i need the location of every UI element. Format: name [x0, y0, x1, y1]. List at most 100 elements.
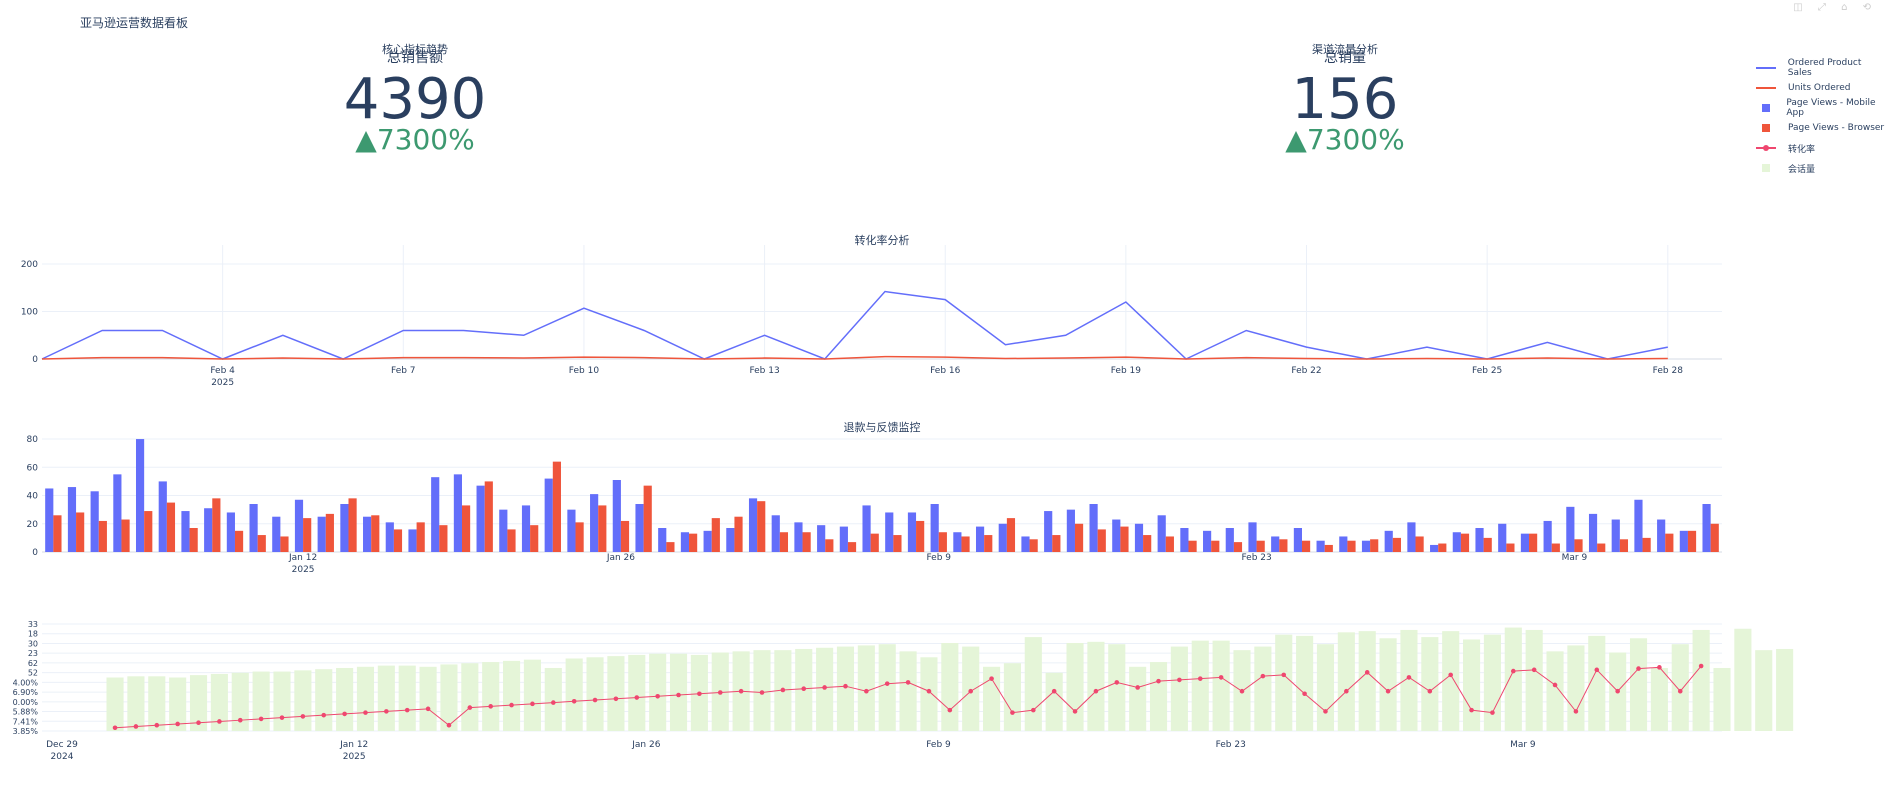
x-tick-label: Feb 19: [1111, 366, 1142, 376]
conversion-point: [488, 704, 493, 709]
bar-1: [620, 520, 630, 552]
bar-0: [1248, 522, 1257, 552]
legend-item-units-ordered[interactable]: Units Ordered: [1756, 78, 1887, 98]
chart-sales-line: Feb 4 2025 Feb 7 Feb 10 Feb 13 Feb 16 Feb 19 Fe…: [21, 245, 1722, 388]
session-bar: [315, 669, 333, 731]
y-tick-label: 200: [21, 260, 38, 270]
bar-0: [1475, 528, 1484, 552]
series-line-1: [41, 355, 1668, 360]
legend-item-conversion-rate[interactable]: 转化率: [1756, 138, 1887, 158]
bar-0: [1225, 528, 1234, 552]
conversion-point: [1385, 688, 1391, 694]
x-tick-label: Feb 16: [930, 366, 961, 376]
bar-0: [1044, 511, 1053, 552]
bar-0: [1566, 506, 1575, 552]
session-bar: [440, 664, 458, 731]
conversion-point: [1427, 688, 1433, 694]
bar-0: [340, 504, 349, 552]
conversion-point: [404, 707, 410, 713]
kpi-units-delta: ▲7300%: [1285, 123, 1405, 156]
conversion-point: [1594, 667, 1600, 673]
conversion-point: [1511, 668, 1516, 674]
bar-0: [567, 509, 576, 552]
session-bar: [565, 658, 583, 731]
conversion-point: [1344, 688, 1349, 694]
conversion-point: [1093, 688, 1099, 694]
bar-1: [98, 520, 107, 552]
x-tick-label: Feb 9: [926, 553, 951, 563]
x-tick-label: Jan 26: [606, 553, 635, 563]
bar-1: [1256, 540, 1265, 552]
bar-0: [930, 504, 939, 552]
session-bar: [607, 656, 625, 731]
conversion-point: [968, 688, 973, 694]
bar-1: [1529, 533, 1538, 552]
session-bar: [294, 670, 312, 731]
bar-1: [825, 539, 834, 552]
legend-bar-swatch: [1756, 102, 1774, 114]
session-bar: [1776, 648, 1794, 731]
legend-item-page-views-browser[interactable]: Page Views - Browser: [1756, 118, 1887, 138]
y-tick-label: 23: [28, 649, 38, 658]
legend-label: Ordered Product Sales: [1787, 58, 1862, 78]
conversion-point: [237, 717, 243, 723]
bar-0: [1520, 533, 1530, 552]
bar-0: [953, 532, 962, 552]
conversion-point: [989, 676, 994, 681]
session-bar: [1734, 628, 1752, 731]
conversion-point: [822, 685, 827, 690]
kpi-sales: 核心指标趋势 总销售额 4390 ▲7300%: [315, 44, 515, 154]
bar-1: [234, 530, 244, 552]
x-tick-label: Feb 10: [569, 366, 600, 376]
bar-0: [794, 522, 803, 552]
conversion-point: [592, 697, 598, 703]
bar-0: [1316, 540, 1325, 552]
conversion-point: [571, 699, 577, 704]
session-bar: [1588, 635, 1606, 731]
legend-label: 会话量: [1788, 164, 1816, 175]
bar-1: [1438, 543, 1447, 552]
session-bar: [1003, 663, 1021, 731]
bar-0: [1021, 536, 1030, 552]
bar-1: [1120, 526, 1129, 552]
bar-0: [1543, 520, 1552, 552]
x-tick-label: Feb 13: [749, 366, 779, 376]
bar-0: [748, 498, 758, 552]
bar-0: [885, 512, 894, 552]
session-bar: [503, 660, 521, 731]
x-tick-label: Dec 29: [46, 740, 78, 750]
conversion-point: [1114, 680, 1120, 685]
bar-1: [598, 505, 607, 552]
bar-0: [1112, 519, 1121, 552]
bar-1: [121, 519, 130, 552]
session-bar: [920, 657, 938, 731]
bar-1: [984, 535, 993, 552]
conversion-point: [258, 716, 264, 722]
conversion-point: [1281, 672, 1287, 678]
bar-0: [408, 529, 417, 552]
legend-item-sessions[interactable]: 会话量: [1756, 158, 1887, 178]
conversion-point: [1260, 673, 1266, 679]
conversion-point: [697, 691, 702, 697]
x-tick-year: 2025: [292, 565, 315, 575]
session-bar: [482, 662, 500, 731]
session-bar: [1504, 627, 1522, 731]
legend-item-ordered-product-sales[interactable]: Ordered Product Sales: [1756, 58, 1887, 78]
bar-1: [212, 498, 221, 552]
session-bar: [1755, 650, 1773, 731]
legend-item-page-views-mobile[interactable]: Page Views - Mobile App: [1756, 98, 1887, 118]
conversion-point: [1615, 688, 1620, 694]
conversion-point: [1239, 688, 1245, 694]
x-tick-label: Mar 9: [1562, 553, 1588, 563]
x-tick-label: Feb 23: [1241, 553, 1271, 563]
conversion-point: [843, 683, 848, 689]
y-tick-label: 62: [28, 659, 38, 668]
bar-1: [144, 511, 153, 552]
session-bar: [210, 673, 228, 731]
session-bar: [106, 677, 124, 731]
bar-0: [1679, 530, 1688, 552]
chart-toolbar[interactable]: ◫ ⤢ ⌂ ⟲: [1793, 2, 1877, 13]
session-bar: [628, 654, 646, 731]
session-bar: [1567, 645, 1585, 731]
bar-0: [1361, 540, 1371, 552]
